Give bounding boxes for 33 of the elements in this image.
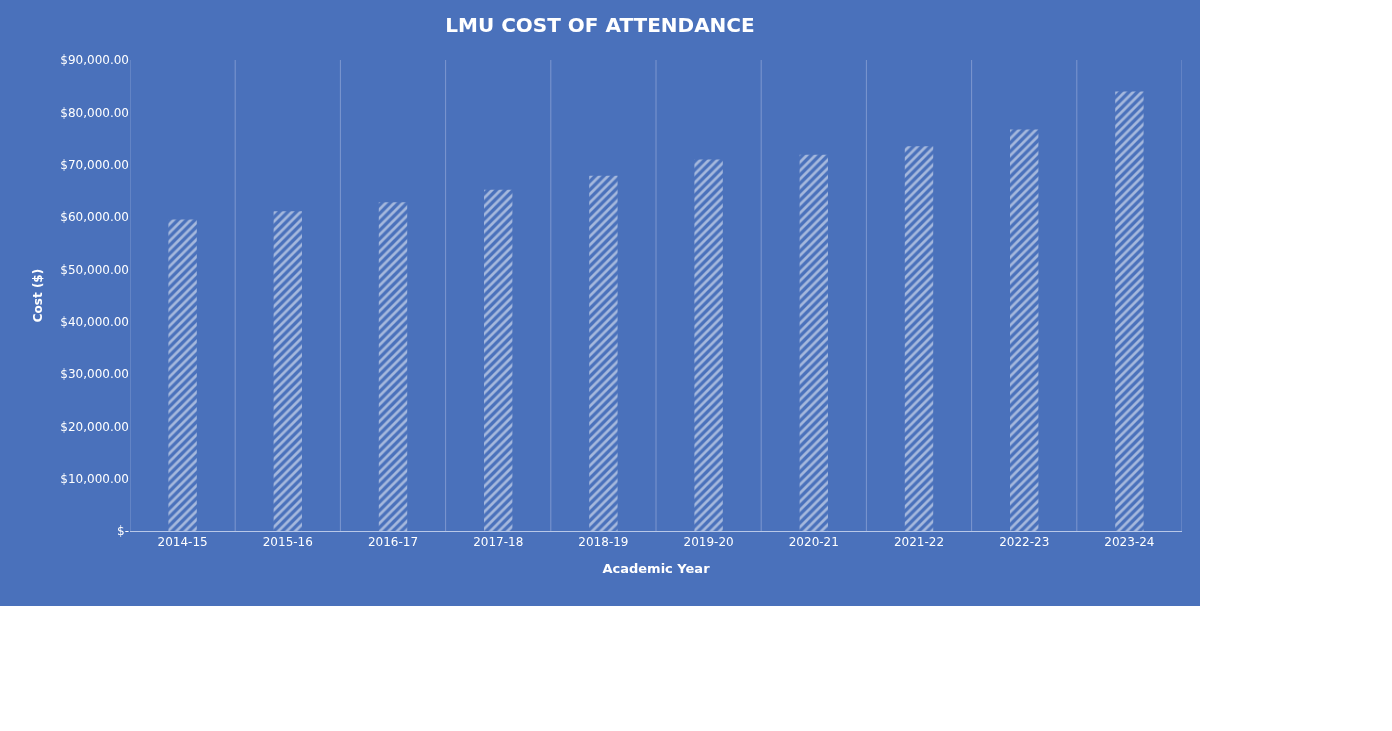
x-tick-label: 2023-24 [1104, 535, 1155, 550]
y-tick-label: $30,000.00 [60, 367, 129, 382]
bar [694, 159, 723, 531]
bar [378, 202, 408, 531]
x-tick-label: 2017-18 [473, 535, 524, 550]
bar [589, 175, 618, 531]
x-tick-label: 2015-16 [262, 535, 313, 550]
x-tick-label: 2014-15 [157, 535, 208, 550]
y-tick-label: $50,000.00 [60, 262, 129, 277]
y-tick-label: $80,000.00 [60, 105, 129, 120]
x-tick-label: 2018-19 [578, 535, 629, 550]
y-tick-label: $20,000.00 [60, 419, 129, 434]
y-tick-label: $40,000.00 [60, 314, 129, 329]
bar [1010, 129, 1039, 531]
x-tick-label: 2021-22 [893, 535, 945, 550]
bar [168, 219, 197, 531]
x-tick-label: 2020-21 [788, 535, 839, 550]
chart-title: LMU COST OF ATTENDANCE [445, 13, 755, 38]
bar [273, 211, 302, 531]
x-tick-label: 2019-20 [683, 535, 734, 550]
y-axis-title: Cost ($) [30, 268, 45, 323]
y-tick-label: $- [117, 524, 129, 539]
x-axis-title: Academic Year [602, 561, 711, 576]
bar [1115, 91, 1144, 531]
bar [799, 154, 828, 531]
x-tick-label: 2016-17 [367, 535, 419, 550]
bar [484, 189, 513, 531]
bar [904, 146, 934, 531]
y-tick-label: $90,000.00 [60, 53, 129, 68]
x-tick-label: 2022-23 [999, 535, 1050, 550]
y-tick-label: $10,000.00 [60, 471, 129, 486]
y-tick-label: $70,000.00 [60, 157, 129, 172]
y-tick-label: $60,000.00 [60, 210, 129, 225]
